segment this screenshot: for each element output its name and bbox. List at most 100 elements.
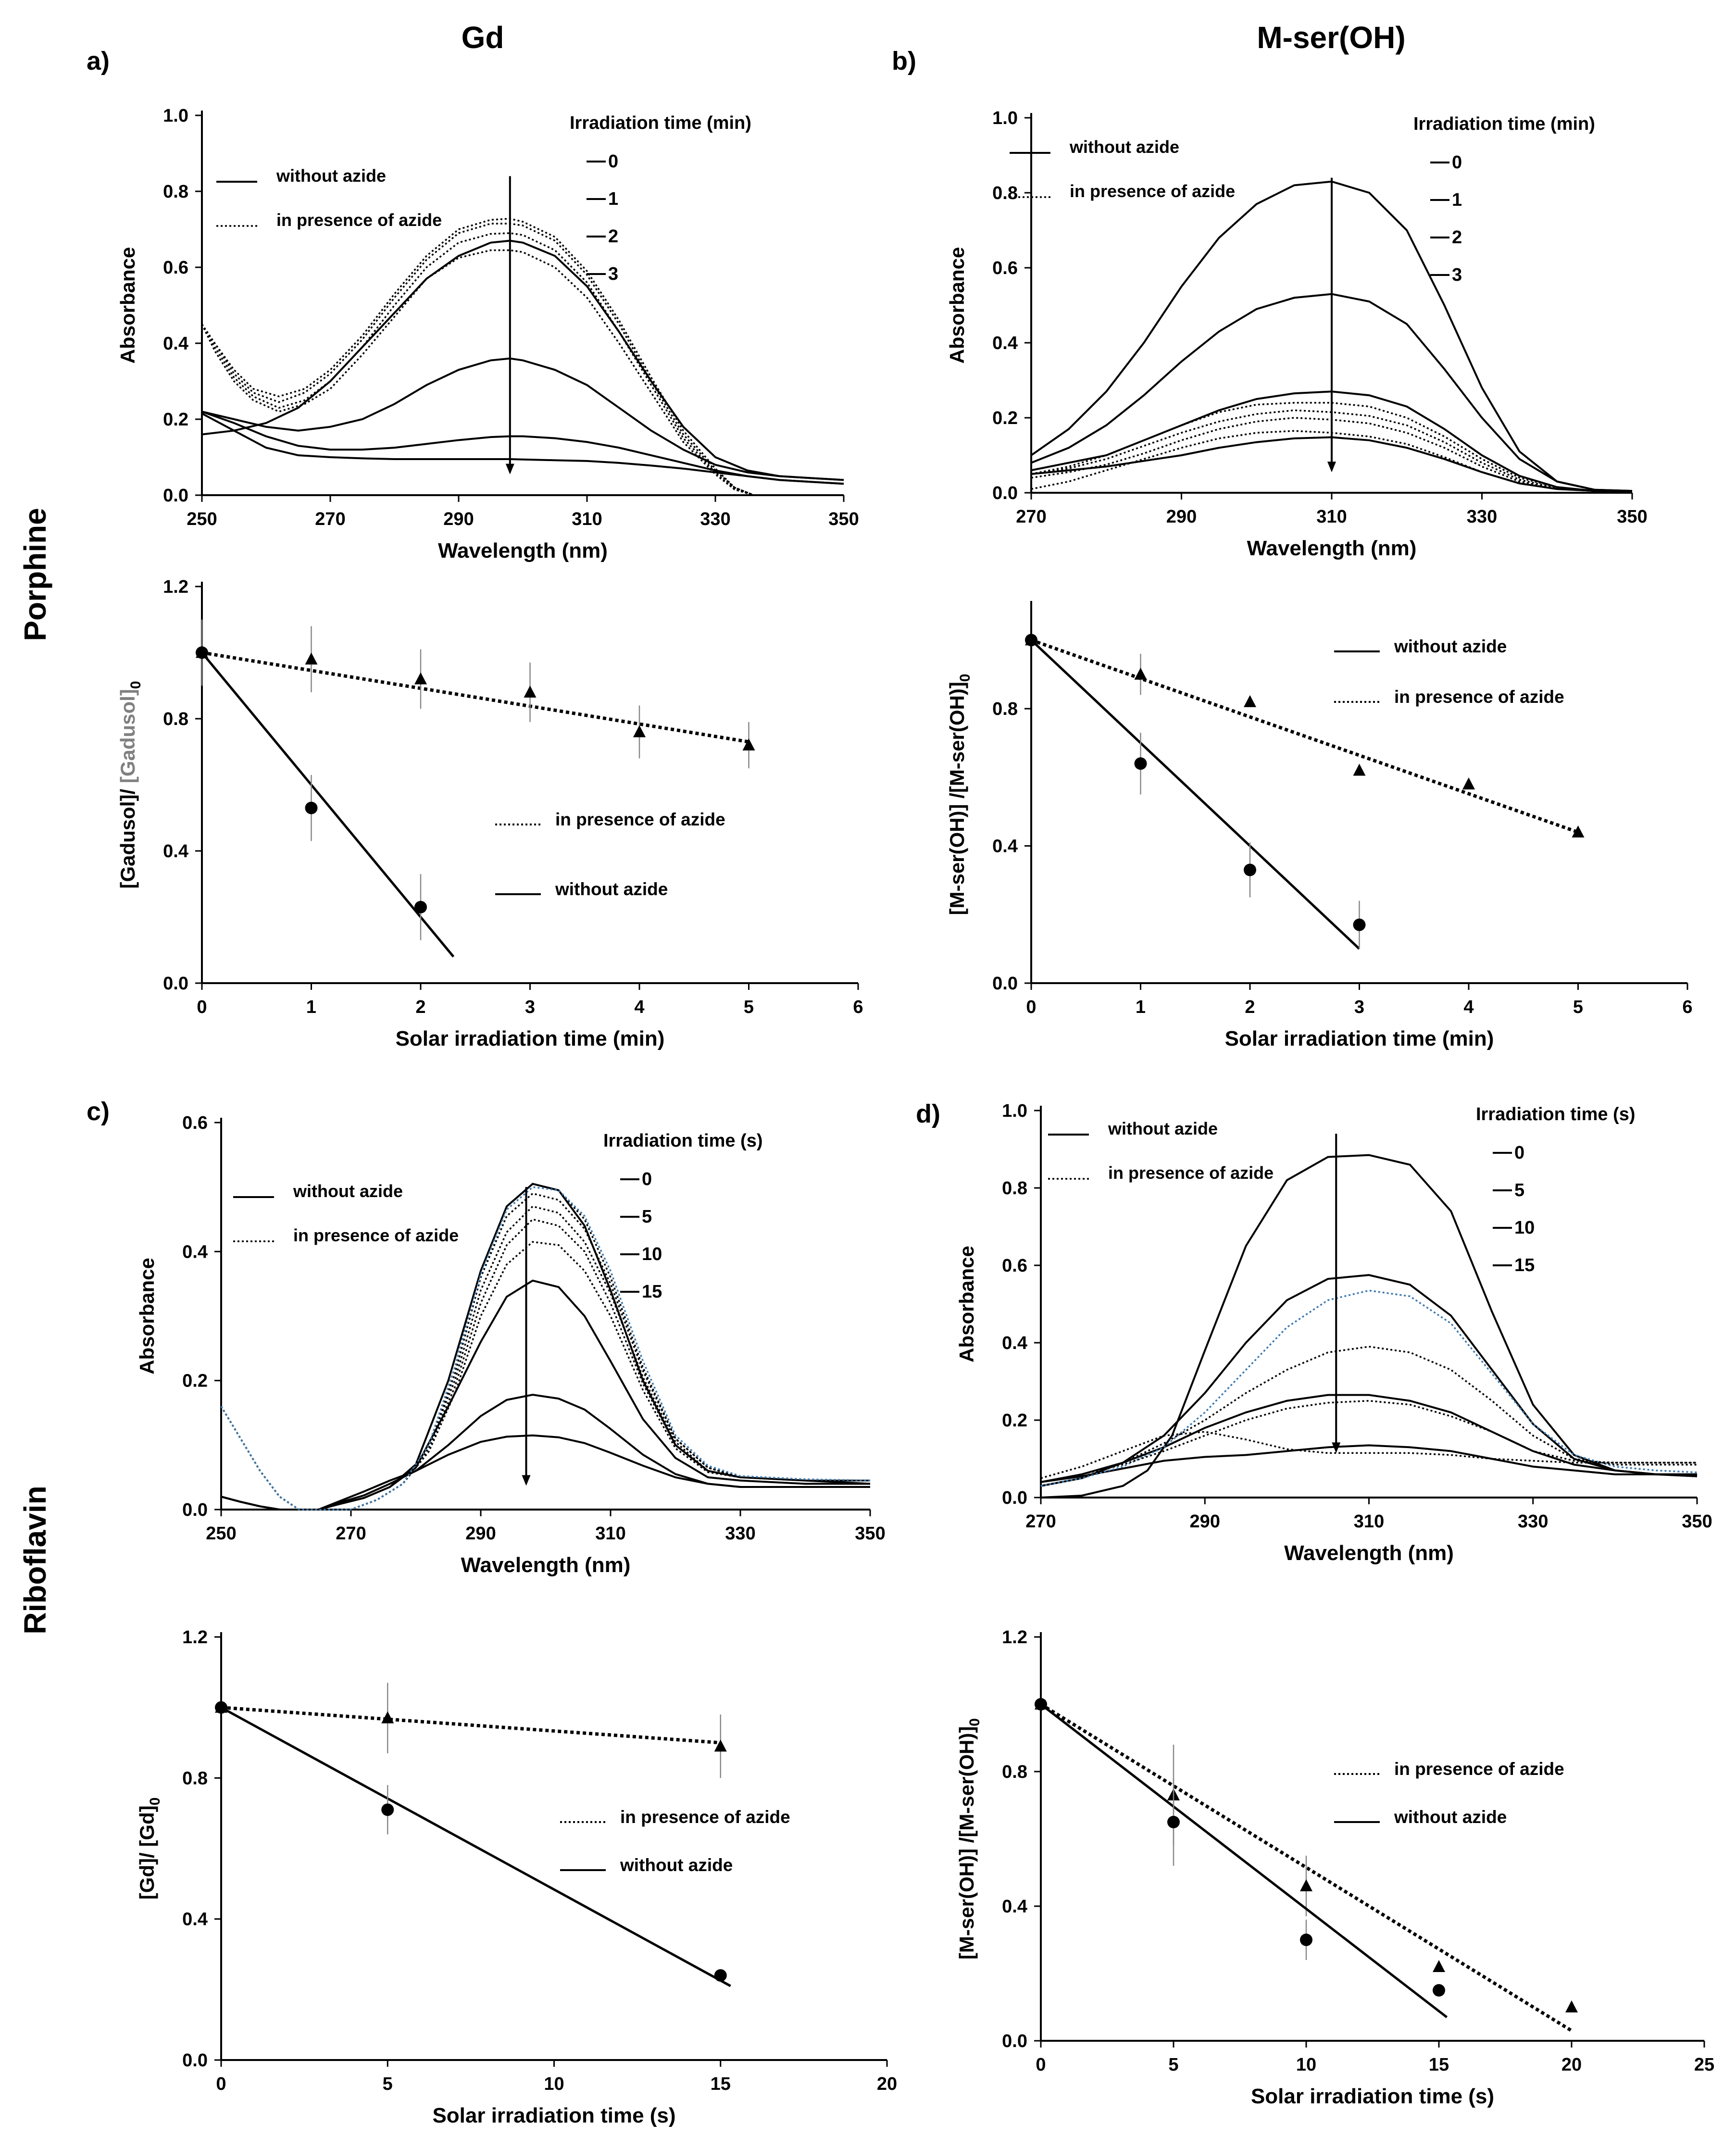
x-tick-label: 290 — [443, 509, 474, 529]
data-point-triangle — [305, 652, 318, 665]
y-axis-label-part: [Gadusol]/ — [116, 783, 139, 888]
series-line — [221, 1279, 870, 1511]
series-line — [201, 357, 844, 481]
y-tick-label: 0.2 — [163, 410, 188, 430]
x-axis-label: Solar irradiation time (min) — [1225, 1027, 1494, 1050]
y-tick-label: 0.6 — [163, 258, 188, 278]
column-title-mser: M-ser(OH) — [1257, 20, 1405, 55]
series-line — [220, 1218, 870, 1511]
legend-entry: 15 — [1514, 1255, 1535, 1275]
x-axis-label: Solar irradiation time (min) — [396, 1027, 665, 1050]
series-line — [220, 1205, 870, 1511]
y-tick-label: 0.0 — [163, 974, 188, 994]
fit-line — [201, 651, 749, 744]
data-point-circle — [1244, 863, 1256, 876]
style-legend-label: without azide — [276, 166, 386, 186]
legend-label: in presence of azide — [1394, 1759, 1564, 1779]
fit-line — [1030, 639, 1361, 950]
series-line — [1040, 1431, 1697, 1479]
style-legend-label: in presence of azide — [276, 210, 442, 230]
y-tick-label: 1.0 — [163, 106, 188, 126]
y-tick-label: 0.8 — [992, 183, 1018, 203]
data-point-circle — [714, 1969, 727, 1982]
fit-line — [1030, 638, 1579, 834]
y-tick-label: 0.4 — [163, 841, 188, 862]
y-tick-label: 0.0 — [1002, 1488, 1027, 1508]
legend-entry: 0 — [1514, 1143, 1524, 1163]
legend-label: without azide — [1394, 637, 1507, 656]
y-tick-label: 0.4 — [1002, 1897, 1027, 1917]
y-tick-label: 0.4 — [182, 1910, 208, 1930]
down-arrow-head — [505, 463, 514, 475]
data-point-circle — [305, 801, 318, 814]
data-point-triangle — [633, 725, 646, 737]
series-line — [221, 1394, 870, 1511]
x-tick-label: 350 — [828, 509, 859, 529]
x-tick-label: 310 — [595, 1524, 625, 1544]
y-axis-label-subscript: 0 — [957, 674, 973, 682]
series-line — [1040, 1274, 1697, 1487]
data-point-triangle — [714, 1739, 727, 1752]
data-point-triangle — [1572, 825, 1585, 837]
series-line — [221, 1434, 870, 1511]
chart-d-kinetics: 0 5 10 15 20 25 0.0 0.4 0.8 1.2 Solar irradiation … — [955, 1627, 1714, 2108]
x-tick-label: 20 — [877, 2074, 897, 2094]
y-tick-label: 0.8 — [163, 182, 188, 202]
x-tick-label: 250 — [187, 509, 217, 529]
legend-entry: 2 — [1452, 227, 1462, 248]
x-tick-label: 350 — [1617, 507, 1647, 527]
x-tick-label: 310 — [1316, 507, 1347, 527]
x-tick-label: 4 — [634, 997, 644, 1017]
y-tick-label: 0.2 — [1002, 1411, 1027, 1431]
series-line — [201, 218, 754, 496]
y-axis-label: Absorbance — [116, 247, 139, 364]
x-tick-label: 330 — [1467, 507, 1497, 527]
y-tick-label: 1.2 — [1002, 1627, 1027, 1648]
y-axis-label-subscript: 0 — [967, 1718, 983, 1726]
series-line — [201, 223, 754, 496]
panel-label-c: c) — [87, 1097, 110, 1126]
y-axis-label-part: [M-ser(OH)] / — [946, 793, 968, 915]
series-line — [201, 249, 754, 496]
series-line — [201, 412, 844, 485]
data-point-circle — [196, 646, 208, 659]
y-tick-label: 0.6 — [182, 1113, 208, 1133]
legend-entry: 3 — [608, 264, 618, 284]
x-tick-label: 15 — [1429, 2055, 1449, 2075]
legend-entry: 5 — [1514, 1180, 1524, 1200]
y-axis-label-subscript: 0 — [147, 1798, 163, 1806]
style-legend-label: in presence of azide — [293, 1225, 459, 1245]
y-tick-label: 0.4 — [992, 837, 1018, 857]
x-axis-label: Wavelength (nm) — [1247, 537, 1417, 560]
x-tick-label: 0 — [197, 997, 207, 1017]
x-tick-label: 2 — [415, 997, 425, 1017]
data-point-triangle — [1300, 1879, 1312, 1891]
x-tick-label: 3 — [1354, 997, 1364, 1017]
x-axis-label: Wavelength (nm) — [1284, 1541, 1454, 1565]
x-tick-label: 350 — [1682, 1511, 1712, 1532]
down-arrow-head — [1327, 462, 1336, 473]
x-tick-label: 10 — [1296, 2055, 1316, 2075]
data-point-circle — [1167, 1816, 1180, 1828]
y-axis-label: Absorbance — [136, 1258, 158, 1374]
x-tick-label: 5 — [744, 997, 754, 1017]
x-tick-label: 3 — [525, 997, 535, 1017]
legend-title: Irradiation time (s) — [1476, 1104, 1636, 1124]
series-line — [1040, 1399, 1697, 1483]
y-tick-label: 0.0 — [992, 483, 1018, 503]
x-tick-label: 15 — [711, 2074, 731, 2094]
x-tick-label: 330 — [1518, 1511, 1548, 1532]
chart-a-kinetics: 0 1 2 3 4 5 6 0.0 0.4 0.8 1.2 Solar irradiation tim… — [116, 577, 863, 1050]
data-point-circle — [1134, 757, 1147, 770]
series-line — [1040, 1444, 1698, 1483]
x-tick-label: 25 — [1694, 2055, 1714, 2075]
down-arrow-head — [522, 1475, 531, 1486]
y-tick-label: 0.6 — [1002, 1256, 1027, 1276]
chart-c-kinetics: 0 5 10 15 20 0.0 0.4 0.8 1.2 Solar irradiation ti… — [136, 1627, 897, 2127]
y-axis-label: [M-ser(OH)] /[M-ser(OH)]0 — [946, 674, 973, 915]
x-tick-label: 6 — [853, 997, 863, 1017]
down-arrow-head — [1332, 1442, 1341, 1453]
legend-label: without azide — [555, 879, 668, 899]
y-axis-label-part: [M-ser(OH)] — [955, 1726, 978, 1837]
data-point-triangle — [742, 738, 755, 750]
